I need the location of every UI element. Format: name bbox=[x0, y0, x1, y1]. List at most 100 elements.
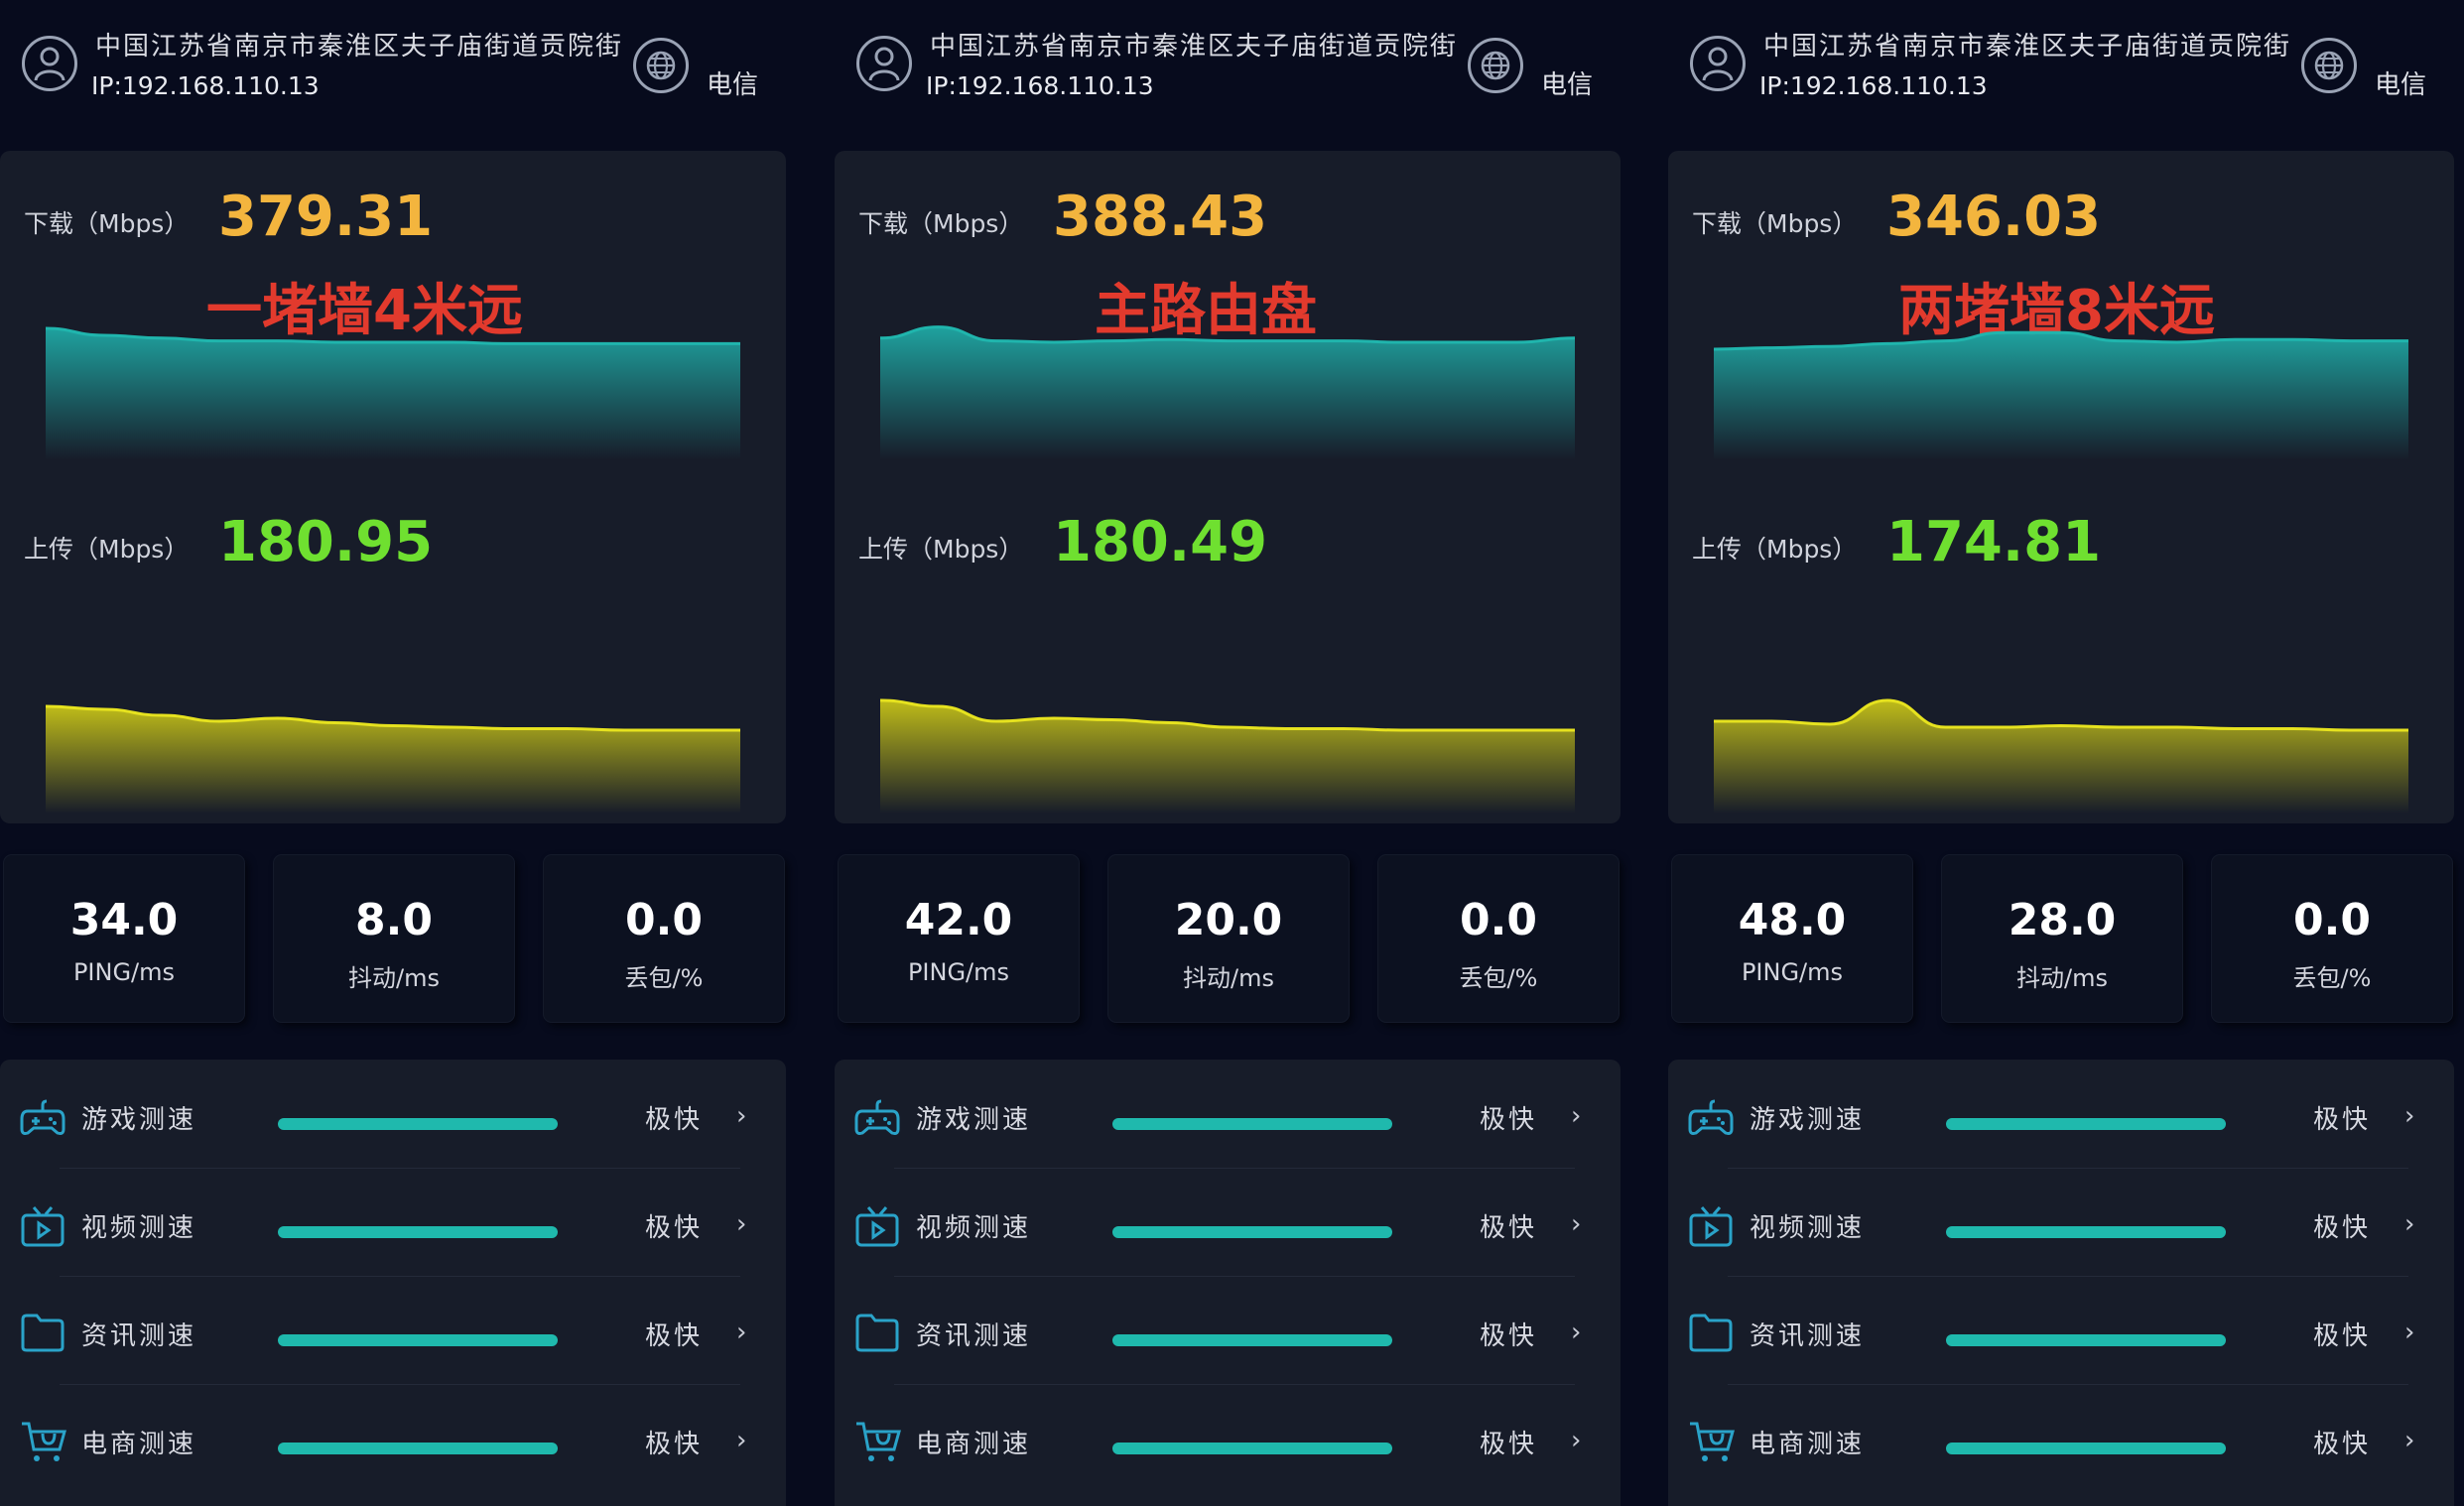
row-divider bbox=[894, 1384, 1575, 1385]
chart-area bbox=[1714, 332, 2408, 460]
test-row[interactable]: 视频测速 极快 › bbox=[835, 1168, 1621, 1277]
folder-icon bbox=[1688, 1312, 1734, 1357]
chevron-right-icon[interactable]: › bbox=[2404, 1318, 2415, 1347]
test-list: 游戏测速 极快 › 视频测速 极快 › 资讯测速 极快 › 电商测速 极快 › bbox=[0, 1060, 786, 1506]
test-row[interactable]: 电商测速 极快 › bbox=[1668, 1384, 2454, 1493]
test-progress-bar bbox=[278, 1226, 558, 1238]
test-row[interactable]: 视频测速 极快 › bbox=[0, 1168, 786, 1277]
speed-card: 下载（Mbps） 379.31 一堵墙4米远 上传（Mbps） 180.95 bbox=[0, 151, 786, 823]
metric-unit: PING/ms bbox=[907, 958, 1010, 986]
test-row[interactable]: 资讯测速 极快 › bbox=[835, 1276, 1621, 1385]
download-label: 下载（Mbps） bbox=[24, 209, 190, 238]
chevron-right-icon[interactable]: › bbox=[2404, 1209, 2415, 1239]
test-row[interactable]: 游戏测速 极快 › bbox=[0, 1060, 786, 1169]
panel-header: 中国江苏省南京市秦淮区夫子庙街道贡院街 IP:192.168.110.13 电信 bbox=[835, 0, 1621, 139]
speed-card: 下载（Mbps） 346.03 两堵墙8米远 上传（Mbps） 174.81 bbox=[1668, 151, 2454, 823]
globe-icon[interactable] bbox=[1468, 38, 1523, 93]
chevron-right-icon[interactable]: › bbox=[2404, 1426, 2415, 1455]
chart-series-line bbox=[880, 698, 1575, 732]
location-text: 中国江苏省南京市秦淮区夫子庙街道贡院街 bbox=[930, 32, 1459, 62]
upload-chart bbox=[46, 704, 740, 814]
test-row[interactable]: 游戏测速 极快 › bbox=[835, 1060, 1621, 1169]
test-label: 电商测速 bbox=[916, 1430, 1032, 1459]
chevron-right-icon[interactable]: › bbox=[2404, 1101, 2415, 1131]
test-row[interactable]: 电商测速 极快 › bbox=[835, 1384, 1621, 1493]
speedtest-panel: 中国江苏省南京市秦淮区夫子庙街道贡院街 IP:192.168.110.13 电信… bbox=[835, 0, 1621, 1506]
test-label: 游戏测速 bbox=[916, 1105, 1032, 1135]
location-text: 中国江苏省南京市秦淮区夫子庙街道贡院街 bbox=[95, 32, 624, 62]
test-row[interactable]: 资讯测速 极快 › bbox=[0, 1276, 786, 1385]
gamepad-icon bbox=[854, 1095, 900, 1143]
test-progress-bar bbox=[1946, 1334, 2226, 1346]
test-label: 游戏测速 bbox=[1750, 1105, 1866, 1135]
isp-label: 电信 bbox=[1541, 70, 1594, 100]
metric-unit: 丢包/% bbox=[624, 964, 704, 992]
metric-unit: 丢包/% bbox=[1459, 964, 1538, 992]
chevron-right-icon[interactable]: › bbox=[736, 1426, 747, 1455]
upload-label: 上传（Mbps） bbox=[858, 535, 1024, 564]
metric-value: 8.0 bbox=[355, 895, 433, 945]
test-status: 极快 bbox=[645, 1213, 704, 1243]
user-avatar-icon[interactable] bbox=[856, 36, 912, 91]
download-label: 下载（Mbps） bbox=[858, 209, 1024, 238]
chevron-right-icon[interactable]: › bbox=[736, 1318, 747, 1347]
test-status: 极快 bbox=[1480, 1321, 1538, 1351]
panel-header: 中国江苏省南京市秦淮区夫子庙街道贡院街 IP:192.168.110.13 电信 bbox=[0, 0, 786, 139]
upload-value: 180.49 bbox=[1053, 510, 1268, 574]
test-status: 极快 bbox=[1480, 1430, 1538, 1459]
chart-series-line bbox=[880, 325, 1575, 344]
test-progress-bar bbox=[1112, 1443, 1392, 1454]
test-list: 游戏测速 极快 › 视频测速 极快 › 资讯测速 极快 › 电商测速 极快 › bbox=[835, 1060, 1621, 1506]
download-chart bbox=[46, 326, 740, 460]
test-label: 视频测速 bbox=[916, 1213, 1032, 1243]
user-avatar-icon[interactable] bbox=[1690, 36, 1746, 91]
metric-unit: 抖动/ms bbox=[348, 964, 440, 992]
chevron-right-icon[interactable]: › bbox=[736, 1101, 747, 1131]
test-label: 视频测速 bbox=[81, 1213, 197, 1243]
download-value: 346.03 bbox=[1886, 185, 2102, 249]
chart-area bbox=[46, 706, 740, 814]
test-row[interactable]: 资讯测速 极快 › bbox=[1668, 1276, 2454, 1385]
test-status: 极快 bbox=[645, 1105, 704, 1135]
test-progress-bar bbox=[1112, 1226, 1392, 1238]
tv-play-icon bbox=[1688, 1203, 1734, 1253]
globe-icon[interactable] bbox=[2301, 38, 2357, 93]
chevron-right-icon[interactable]: › bbox=[1571, 1318, 1582, 1347]
test-label: 资讯测速 bbox=[916, 1321, 1032, 1351]
chevron-right-icon[interactable]: › bbox=[1571, 1101, 1582, 1131]
test-row[interactable]: 电商测速 极快 › bbox=[0, 1384, 786, 1493]
globe-icon[interactable] bbox=[633, 38, 689, 93]
test-progress-bar bbox=[1112, 1334, 1392, 1346]
test-status: 极快 bbox=[645, 1321, 704, 1351]
tv-play-icon bbox=[854, 1203, 900, 1253]
speed-card: 下载（Mbps） 388.43 主路由盘 上传（Mbps） 180.49 bbox=[835, 151, 1621, 823]
upload-value: 174.81 bbox=[1886, 510, 2102, 574]
chevron-right-icon[interactable]: › bbox=[1571, 1209, 1582, 1239]
metric-card: 34.0 PING/ms bbox=[4, 855, 244, 1022]
test-progress-bar bbox=[1946, 1118, 2226, 1130]
test-progress-bar bbox=[1112, 1118, 1392, 1130]
test-progress-bar bbox=[1946, 1443, 2226, 1454]
test-label: 游戏测速 bbox=[81, 1105, 197, 1135]
test-list: 游戏测速 极快 › 视频测速 极快 › 资讯测速 极快 › 电商测速 极快 › bbox=[1668, 1060, 2454, 1506]
test-row[interactable]: 视频测速 极快 › bbox=[1668, 1168, 2454, 1277]
gamepad-icon bbox=[20, 1095, 65, 1143]
chevron-right-icon[interactable]: › bbox=[736, 1209, 747, 1239]
shopping-cart-icon bbox=[20, 1420, 67, 1469]
test-row[interactable]: 游戏测速 极快 › bbox=[1668, 1060, 2454, 1169]
panel-header: 中国江苏省南京市秦淮区夫子庙街道贡院街 IP:192.168.110.13 电信 bbox=[1668, 0, 2454, 139]
test-progress-bar bbox=[278, 1443, 558, 1454]
row-divider bbox=[894, 1276, 1575, 1277]
test-status: 极快 bbox=[2313, 1430, 2372, 1459]
test-status: 极快 bbox=[1480, 1105, 1538, 1135]
chart-series-line bbox=[46, 326, 740, 345]
download-value: 379.31 bbox=[218, 185, 434, 249]
metric-value: 34.0 bbox=[69, 895, 179, 945]
chart-series-line bbox=[46, 704, 740, 732]
metrics-row: 48.0 PING/ms 28.0 抖动/ms 0.0 丢包/% bbox=[1668, 855, 2454, 1024]
chevron-right-icon[interactable]: › bbox=[1571, 1426, 1582, 1455]
metric-card: 0.0 丢包/% bbox=[2212, 855, 2452, 1022]
test-progress-bar bbox=[278, 1118, 558, 1130]
row-divider bbox=[60, 1276, 740, 1277]
user-avatar-icon[interactable] bbox=[22, 36, 77, 91]
